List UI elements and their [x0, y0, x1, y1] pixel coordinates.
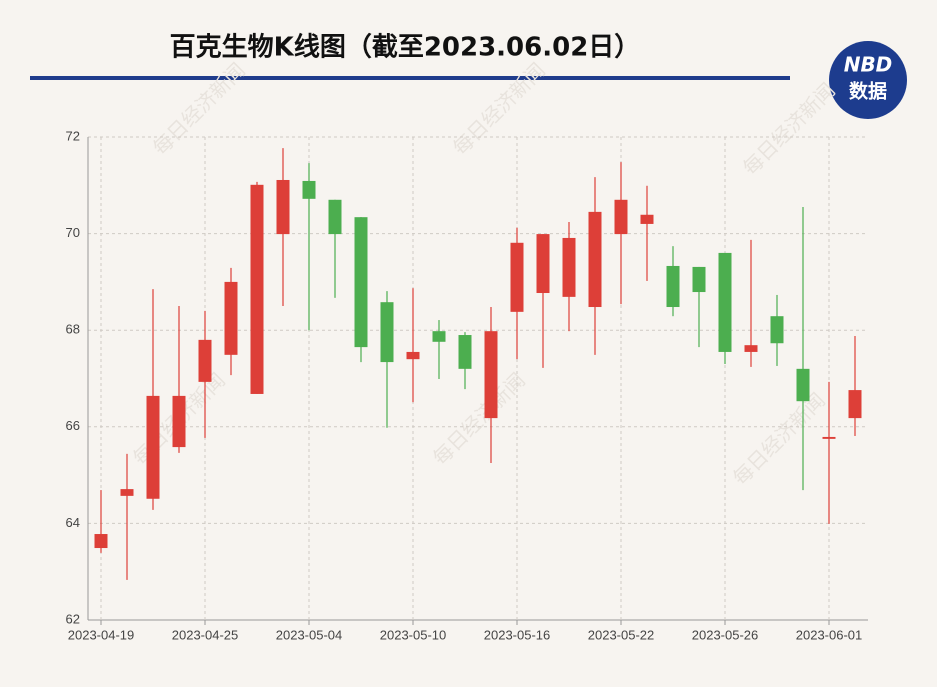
candle-body — [120, 489, 134, 496]
candle-body — [458, 335, 472, 369]
candle-body — [692, 266, 706, 293]
y-tick-label: 66 — [66, 418, 80, 433]
candle-body — [848, 390, 862, 419]
title-rule — [30, 76, 790, 80]
x-tick-label: 2023-05-10 — [380, 627, 447, 642]
candle-body — [770, 316, 784, 344]
candle-body — [588, 211, 602, 308]
candle-body — [276, 179, 290, 235]
candle-body — [302, 180, 316, 199]
candle-body — [822, 436, 836, 439]
x-tick-label: 2023-05-16 — [484, 627, 551, 642]
x-tick-label: 2023-04-19 — [68, 627, 135, 642]
candle-body — [354, 217, 368, 348]
candle-body — [484, 331, 498, 419]
candle-body — [562, 237, 576, 297]
y-tick-label: 72 — [66, 128, 80, 143]
logo — [829, 41, 907, 119]
candle-body — [406, 351, 420, 360]
candle-body — [744, 345, 758, 352]
candle-body — [614, 199, 628, 235]
candle-body — [94, 534, 108, 549]
logo-text: NBD — [844, 53, 893, 77]
y-tick-label: 70 — [66, 225, 80, 240]
y-tick-label: 62 — [66, 611, 80, 626]
candle-body — [224, 281, 238, 355]
candle-body — [796, 368, 810, 402]
candle-body — [172, 395, 186, 448]
candle-body — [328, 199, 342, 235]
candle-body — [640, 214, 654, 224]
chart-title: 百克生物K线图（截至2023.06.02日） — [170, 33, 641, 63]
candle-body — [510, 242, 524, 312]
y-tick-label: 68 — [66, 322, 80, 337]
candle-body — [718, 252, 732, 352]
candle-body — [432, 331, 446, 342]
candle-body — [250, 184, 264, 394]
x-tick-label: 2023-06-01 — [796, 627, 863, 642]
logo-text: 数据 — [849, 80, 887, 103]
candle-body — [666, 265, 680, 308]
x-tick-label: 2023-04-25 — [172, 627, 239, 642]
y-tick-label: 64 — [66, 515, 80, 530]
candle-body — [536, 234, 550, 294]
candle-body — [380, 302, 394, 363]
candle-body — [146, 395, 160, 499]
candle-body — [198, 339, 212, 382]
x-tick-label: 2023-05-04 — [276, 627, 343, 642]
x-tick-label: 2023-05-22 — [588, 627, 655, 642]
x-tick-label: 2023-05-26 — [692, 627, 759, 642]
